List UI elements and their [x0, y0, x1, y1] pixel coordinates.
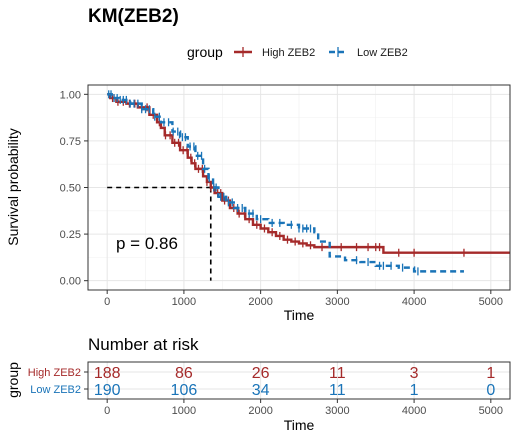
risk-count: 106 — [171, 382, 198, 399]
risk-x-tick-label: 1000 — [172, 405, 196, 417]
risk-x-tick-label: 0 — [104, 405, 110, 417]
risk-x-tick-label: 2000 — [248, 405, 272, 417]
series-high-zeb2 — [107, 93, 510, 257]
x-axis-title: Time — [284, 307, 315, 323]
risk-table-title: Number at risk — [88, 335, 199, 354]
risk-count: 86 — [175, 365, 193, 382]
y-tick-label: 0.50 — [60, 183, 81, 195]
y-tick-label: 1.00 — [60, 89, 81, 101]
y-tick-label: 0.00 — [60, 276, 81, 288]
risk-table-background — [88, 362, 510, 399]
risk-count: 11 — [329, 382, 346, 399]
risk-row: High ZEB2 188 86 26 11 3 1 — [28, 365, 496, 382]
risk-count: 0 — [486, 382, 495, 399]
legend-title: group — [187, 44, 223, 60]
risk-table-x-axis-title: Time — [284, 417, 315, 433]
risk-count: 1 — [486, 365, 495, 382]
legend-item: Low ZEB2 — [329, 47, 408, 59]
risk-row-label: Low ZEB2 — [30, 384, 81, 396]
risk-table-grid: 0 1000 2000 3000 4000 5000 — [84, 362, 510, 417]
median-survival-lines — [107, 186, 212, 281]
x-tick-label: 2000 — [248, 296, 272, 308]
risk-count: 1 — [410, 382, 419, 399]
risk-x-tick-label: 3000 — [325, 405, 349, 417]
risk-x-tick-label: 5000 — [479, 405, 503, 417]
legend: group High ZEB2 Low ZEB2 — [187, 44, 408, 60]
risk-x-tick-label: 4000 — [402, 405, 426, 417]
legend-item: High ZEB2 — [234, 47, 315, 59]
risk-count: 11 — [329, 365, 346, 382]
risk-row-label: High ZEB2 — [28, 367, 81, 379]
survival-step-line — [107, 93, 464, 273]
risk-row: Low ZEB2 190 106 34 11 1 0 — [30, 382, 495, 399]
risk-count: 3 — [410, 365, 419, 382]
legend-label: Low ZEB2 — [357, 47, 408, 59]
risk-count: 34 — [252, 382, 270, 399]
survival-curves — [107, 90, 510, 276]
x-tick-label: 0 — [104, 296, 110, 308]
x-tick-label: 3000 — [325, 296, 349, 308]
risk-count: 190 — [94, 382, 121, 399]
y-tick-label: 0.75 — [60, 136, 81, 148]
risk-count: 26 — [252, 365, 270, 382]
plot-panel-border — [87, 84, 511, 291]
x-tick-label: 1000 — [172, 296, 196, 308]
series-low-zeb2 — [107, 90, 464, 276]
y-tick-label: 0.25 — [60, 229, 81, 241]
risk-table-border — [87, 361, 511, 400]
x-tick-label: 5000 — [479, 296, 503, 308]
plot-panel-axes: 0 1000 2000 3000 4000 5000 0.00 0.25 0.50 0.75 1.0… — [60, 89, 503, 308]
chart-title: KM(ZEB2) — [88, 6, 179, 27]
legend-label: High ZEB2 — [262, 47, 315, 59]
y-axis-title: Survival probability — [5, 128, 21, 246]
risk-table-y-axis-title: group — [5, 362, 21, 398]
x-tick-label: 4000 — [402, 296, 426, 308]
plot-panel-grid — [88, 85, 510, 290]
p-value-annotation: p = 0.86 — [116, 234, 178, 253]
risk-count: 188 — [94, 365, 121, 382]
